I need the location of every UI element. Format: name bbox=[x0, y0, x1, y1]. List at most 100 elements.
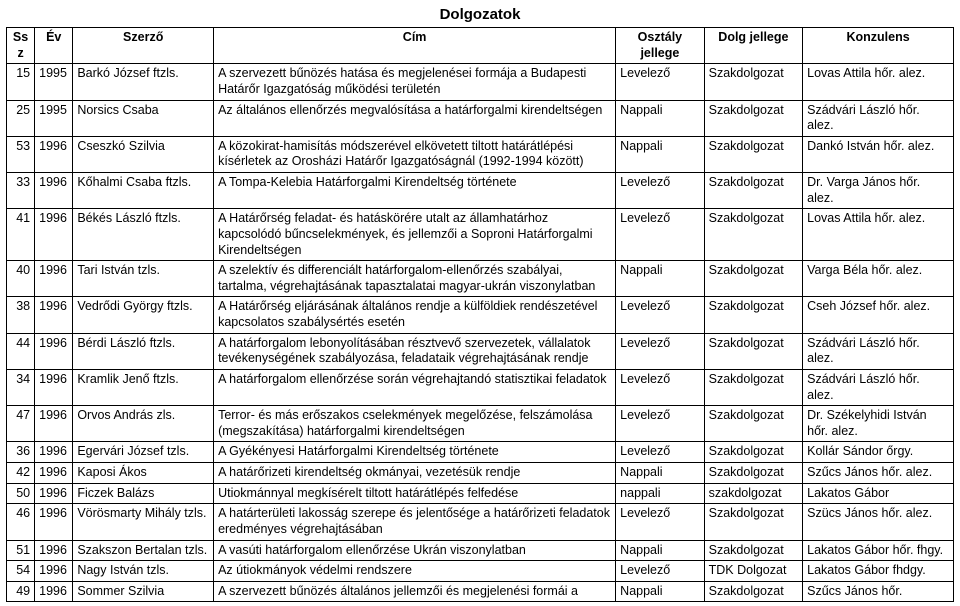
cell-cim: A Határőrség feladat- és hatáskörére uta… bbox=[214, 209, 616, 261]
cell-cim: A szelektív és differenciált határforgal… bbox=[214, 261, 616, 297]
cell-dolg: Szakdolgozat bbox=[704, 173, 803, 209]
cell-ssz: 34 bbox=[7, 369, 35, 405]
cell-konz: Varga Béla hőr. alez. bbox=[803, 261, 954, 297]
cell-konz: Lakatos Gábor bbox=[803, 483, 954, 504]
cell-ev: 1996 bbox=[35, 561, 73, 582]
cell-dolg: Szakdolgozat bbox=[704, 504, 803, 540]
cell-konz: Szűcs János hőr. bbox=[803, 581, 954, 602]
cell-cim: A Tompa-Kelebia Határforgalmi Kirendelts… bbox=[214, 173, 616, 209]
cell-dolg: Szakdolgozat bbox=[704, 463, 803, 484]
cell-ev: 1996 bbox=[35, 173, 73, 209]
cell-cim: Az általános ellenőrzés megvalósítása a … bbox=[214, 100, 616, 136]
cell-szerzo: Kaposi Ákos bbox=[73, 463, 214, 484]
cell-cim: A határterületi lakosság szerepe és jele… bbox=[214, 504, 616, 540]
cell-szerzo: Tari István tzls. bbox=[73, 261, 214, 297]
cell-cim: A közokirat-hamisítás módszerével elköve… bbox=[214, 136, 616, 172]
cell-dolg: Szakdolgozat bbox=[704, 333, 803, 369]
cell-cim: A szervezett bűnözés általános jellemzői… bbox=[214, 581, 616, 602]
cell-szerzo: Szakszon Bertalan tzls. bbox=[73, 540, 214, 561]
cell-konz: Kollár Sándor őrgy. bbox=[803, 442, 954, 463]
cell-szerzo: Cseszkó Szilvia bbox=[73, 136, 214, 172]
cell-ev: 1996 bbox=[35, 333, 73, 369]
cell-konz: Lovas Attila hőr. alez. bbox=[803, 64, 954, 100]
cell-szerzo: Barkó József ftzls. bbox=[73, 64, 214, 100]
col-szerzo: Szerző bbox=[73, 28, 214, 64]
cell-konz: Dr. Székelyhidi István hőr. alez. bbox=[803, 406, 954, 442]
cell-ev: 1996 bbox=[35, 483, 73, 504]
cell-osztaly: Nappali bbox=[616, 100, 704, 136]
col-konz: Konzulens bbox=[803, 28, 954, 64]
cell-konz: Szádvári László hőr. alez. bbox=[803, 333, 954, 369]
cell-ev: 1996 bbox=[35, 581, 73, 602]
cell-dolg: Szakdolgozat bbox=[704, 369, 803, 405]
cell-ev: 1996 bbox=[35, 463, 73, 484]
cell-cim: A határforgalom ellenőrzése során végreh… bbox=[214, 369, 616, 405]
cell-konz: Lakatos Gábor fhdgy. bbox=[803, 561, 954, 582]
cell-ssz: 41 bbox=[7, 209, 35, 261]
cell-cim: A szervezett bűnözés hatása és megjelené… bbox=[214, 64, 616, 100]
table-row: 531996Cseszkó SzilviaA közokirat-hamisít… bbox=[7, 136, 954, 172]
table-row: 151995Barkó József ftzls.A szervezett bű… bbox=[7, 64, 954, 100]
cell-szerzo: Vedrődi György ftzls. bbox=[73, 297, 214, 333]
cell-ssz: 33 bbox=[7, 173, 35, 209]
cell-ssz: 53 bbox=[7, 136, 35, 172]
cell-dolg: Szakdolgozat bbox=[704, 261, 803, 297]
cell-dolg: Szakdolgozat bbox=[704, 406, 803, 442]
cell-dolg: Szakdolgozat bbox=[704, 64, 803, 100]
cell-osztaly: nappali bbox=[616, 483, 704, 504]
table-row: 421996Kaposi ÁkosA határőrizeti kirendel… bbox=[7, 463, 954, 484]
cell-szerzo: Orvos András zls. bbox=[73, 406, 214, 442]
cell-osztaly: Levelező bbox=[616, 406, 704, 442]
cell-ev: 1996 bbox=[35, 369, 73, 405]
cell-konz: Szádvári László hőr. alez. bbox=[803, 100, 954, 136]
table-row: 331996Kőhalmi Csaba ftzls.A Tompa-Kelebi… bbox=[7, 173, 954, 209]
cell-osztaly: Nappali bbox=[616, 463, 704, 484]
cell-osztaly: Levelező bbox=[616, 297, 704, 333]
table-row: 471996Orvos András zls.Terror- és más er… bbox=[7, 406, 954, 442]
cell-konz: Szádvári László hőr. alez. bbox=[803, 369, 954, 405]
cell-ssz: 47 bbox=[7, 406, 35, 442]
cell-szerzo: Ficzek Balázs bbox=[73, 483, 214, 504]
cell-ev: 1996 bbox=[35, 442, 73, 463]
cell-cim: A Határőrség eljárásának általános rendj… bbox=[214, 297, 616, 333]
col-dolg: Dolg jellege bbox=[704, 28, 803, 64]
cell-konz: Lakatos Gábor hőr. fhgy. bbox=[803, 540, 954, 561]
cell-ev: 1996 bbox=[35, 297, 73, 333]
cell-osztaly: Levelező bbox=[616, 333, 704, 369]
cell-szerzo: Békés László ftzls. bbox=[73, 209, 214, 261]
table-row: 381996Vedrődi György ftzls.A Határőrség … bbox=[7, 297, 954, 333]
cell-szerzo: Norsics Csaba bbox=[73, 100, 214, 136]
table-row: 501996Ficzek BalázsUtiokmánnyal megkísér… bbox=[7, 483, 954, 504]
table-header: Ssz Év Szerző Cím Osztály jellege Dolg j… bbox=[7, 28, 954, 64]
cell-ev: 1996 bbox=[35, 209, 73, 261]
cell-konz: Dankó István hőr. alez. bbox=[803, 136, 954, 172]
cell-dolg: szakdolgozat bbox=[704, 483, 803, 504]
cell-ev: 1996 bbox=[35, 406, 73, 442]
table-row: 341996Kramlik Jenő ftzls.A határforgalom… bbox=[7, 369, 954, 405]
cell-osztaly: Levelező bbox=[616, 442, 704, 463]
cell-ev: 1995 bbox=[35, 64, 73, 100]
table-row: 251995Norsics CsabaAz általános ellenőrz… bbox=[7, 100, 954, 136]
cell-osztaly: Nappali bbox=[616, 261, 704, 297]
cell-ev: 1995 bbox=[35, 100, 73, 136]
table-row: 361996Egervári József tzls.A Gyékényesi … bbox=[7, 442, 954, 463]
col-ev: Év bbox=[35, 28, 73, 64]
cell-cim: Az útiokmányok védelmi rendszere bbox=[214, 561, 616, 582]
cell-szerzo: Nagy István tzls. bbox=[73, 561, 214, 582]
cell-ssz: 15 bbox=[7, 64, 35, 100]
cell-cim: A határforgalom lebonyolításában résztve… bbox=[214, 333, 616, 369]
table-row: 541996Nagy István tzls.Az útiokmányok vé… bbox=[7, 561, 954, 582]
cell-dolg: TDK Dolgozat bbox=[704, 561, 803, 582]
cell-cim: Utiokmánnyal megkísérelt tiltott határát… bbox=[214, 483, 616, 504]
col-cim: Cím bbox=[214, 28, 616, 64]
cell-ssz: 50 bbox=[7, 483, 35, 504]
cell-ev: 1996 bbox=[35, 504, 73, 540]
cell-osztaly: Nappali bbox=[616, 136, 704, 172]
cell-ev: 1996 bbox=[35, 540, 73, 561]
table-row: 491996Sommer SzilviaA szervezett bűnözés… bbox=[7, 581, 954, 602]
table-row: 461996Vörösmarty Mihály tzls.A határterü… bbox=[7, 504, 954, 540]
col-ssz: Ssz bbox=[7, 28, 35, 64]
cell-cim: A határőrizeti kirendeltség okmányai, ve… bbox=[214, 463, 616, 484]
cell-ssz: 51 bbox=[7, 540, 35, 561]
cell-ssz: 49 bbox=[7, 581, 35, 602]
